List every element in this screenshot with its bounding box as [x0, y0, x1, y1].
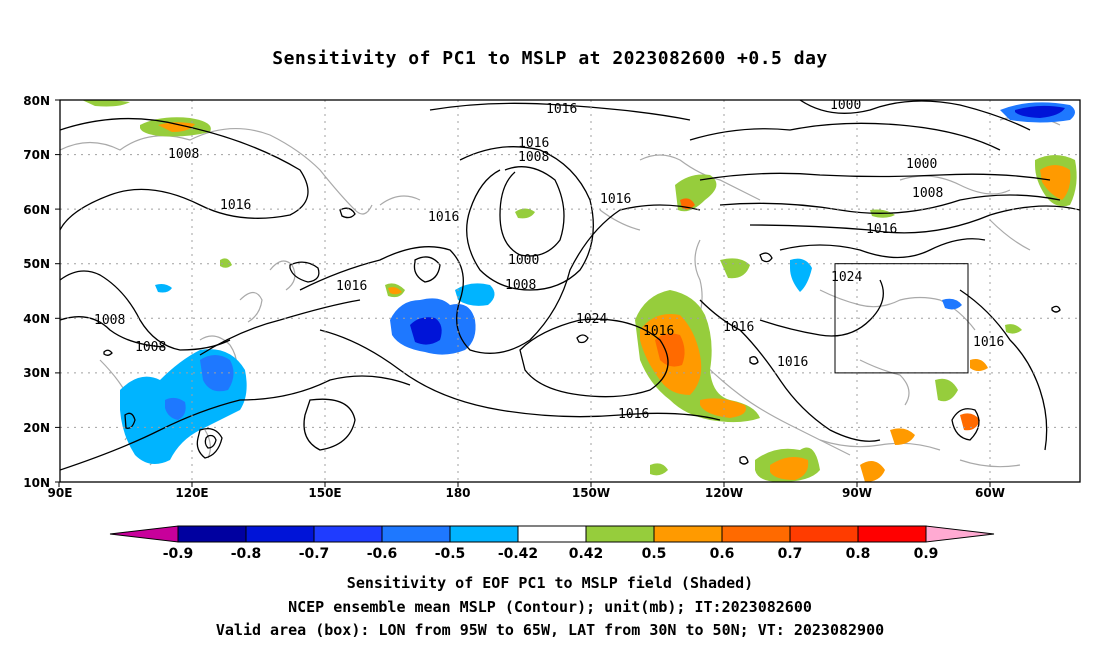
contour-label: 1016 [973, 335, 1004, 350]
contour-label: 1008 [505, 278, 536, 293]
x-tick-label: 120W [705, 486, 743, 500]
contour-label: 1016 [518, 136, 549, 151]
colorbar-segment [517, 525, 587, 543]
colorbar-tick-label: 0.7 [778, 546, 803, 562]
contour-label: 1016 [546, 102, 577, 117]
x-tick-label: 150E [308, 486, 341, 500]
colorbar-tick-label: -0.42 [498, 546, 538, 562]
y-tick-label: 10N [23, 476, 50, 490]
x-axis-labels: 90E 120E 150E 180 150W 120W 90W 60W [48, 486, 1005, 500]
colorbar-segment [721, 525, 791, 543]
colorbar-tick-label: 0.8 [846, 546, 871, 562]
y-tick-label: 50N [23, 257, 50, 271]
map-frame-background [60, 100, 1080, 482]
colorbar-tick-label: -0.7 [299, 546, 330, 562]
negative-sensitivity-shading [120, 102, 1075, 464]
colorbar-segment [245, 525, 315, 543]
x-tick-label: 120E [175, 486, 208, 500]
colorbar-tick-label: 0.5 [642, 546, 667, 562]
x-tick-label: 180 [445, 486, 470, 500]
contour-label: 1016 [723, 320, 754, 335]
contour-label: 1008 [912, 186, 943, 201]
caption-shading: Sensitivity of EOF PC1 to MSLP field (Sh… [346, 574, 754, 592]
valid-area-box [834, 263, 969, 374]
colorbar-segment [857, 525, 927, 543]
colorbar-segment [381, 525, 451, 543]
caption-valid-area: Valid area (box): LON from 95W to 65W, L… [215, 621, 885, 639]
contour-label: 1016 [336, 279, 367, 294]
y-tick-label: 80N [23, 94, 50, 108]
contour-label: 1008 [168, 147, 199, 162]
colorbar-segment [789, 525, 859, 543]
colorbar-low-end [109, 525, 179, 543]
y-tick-label: 20N [23, 421, 50, 435]
colorbar-tick-label: -0.8 [231, 546, 262, 562]
contour-label: 1024 [576, 312, 607, 327]
y-tick-label: 60N [23, 203, 50, 217]
y-tick-label: 70N [23, 148, 50, 162]
map-frame [59, 99, 1081, 483]
x-tick-label: 90E [48, 486, 73, 500]
axis-ticks [55, 99, 991, 487]
contour-label: 1008 [518, 150, 549, 165]
colorbar-tick-label: -0.5 [435, 546, 466, 562]
contour-label: 1000 [830, 98, 861, 113]
colorbar-segment [653, 525, 723, 543]
colorbar-segment [585, 525, 655, 543]
contour-label: 1008 [135, 340, 166, 355]
y-tick-label: 30N [23, 366, 50, 380]
x-tick-label: 60W [975, 486, 1005, 500]
contour-label: 1024 [831, 270, 862, 285]
contour-labels: 1016 1000 1016 1008 1008 1016 1016 1016 … [94, 98, 1004, 422]
positive-sensitivity-shading [82, 100, 1077, 482]
colorbar-high-end [925, 525, 995, 543]
contour-label: 1016 [866, 222, 897, 237]
map-title: Sensitivity of PC1 to MSLP at 2023082600… [272, 48, 828, 69]
y-tick-label: 40N [23, 312, 50, 326]
colorbar-segment [177, 525, 247, 543]
colorbar-tick-label: -0.6 [367, 546, 398, 562]
contour-label: 1016 [777, 355, 808, 370]
colorbar-tick-label: 0.9 [914, 546, 939, 562]
colorbar-segment [449, 525, 519, 543]
colorbar-tick-label: -0.9 [163, 546, 194, 562]
colorbar-tick-label: 0.42 [569, 546, 604, 562]
contour-label: 1008 [94, 313, 125, 328]
contour-label: 1000 [508, 253, 539, 268]
contour-label: 1000 [906, 157, 937, 172]
colorbar-tick-label: 0.6 [710, 546, 735, 562]
contour-label: 1016 [428, 210, 459, 225]
x-tick-label: 150W [572, 486, 610, 500]
lat-lon-grid [60, 100, 1080, 482]
mslp-contours [60, 100, 1080, 471]
x-tick-label: 90W [842, 486, 872, 500]
contour-label: 1016 [618, 407, 649, 422]
contour-label: 1016 [643, 324, 674, 339]
contour-label: 1016 [220, 198, 251, 213]
contour-label: 1016 [600, 192, 631, 207]
y-axis-labels: 80N 70N 60N 50N 40N 30N 20N 10N [23, 94, 50, 490]
colorbar-segment [313, 525, 383, 543]
caption-contour: NCEP ensemble mean MSLP (Contour); unit(… [288, 598, 812, 616]
colorbar: -0.9 -0.8 -0.7 -0.6 -0.5 -0.42 0.42 0.5 0.6 0.7 0.… [109, 525, 995, 562]
